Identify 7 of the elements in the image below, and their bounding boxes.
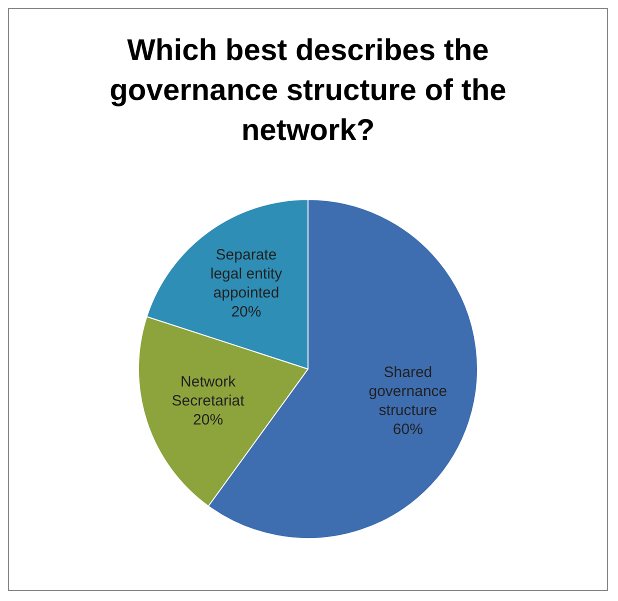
slice-label: Network Secretariat [172, 374, 246, 410]
slice-label: Separate legal entity appointed [210, 246, 283, 302]
chart-title: Which best describes the governance structure of the network? [108, 33, 508, 149]
data-label: 60% [392, 421, 423, 438]
slice-label: Shared governance structure [368, 364, 448, 420]
data-label: 20% [231, 304, 262, 321]
data-label: 20% [193, 412, 224, 429]
